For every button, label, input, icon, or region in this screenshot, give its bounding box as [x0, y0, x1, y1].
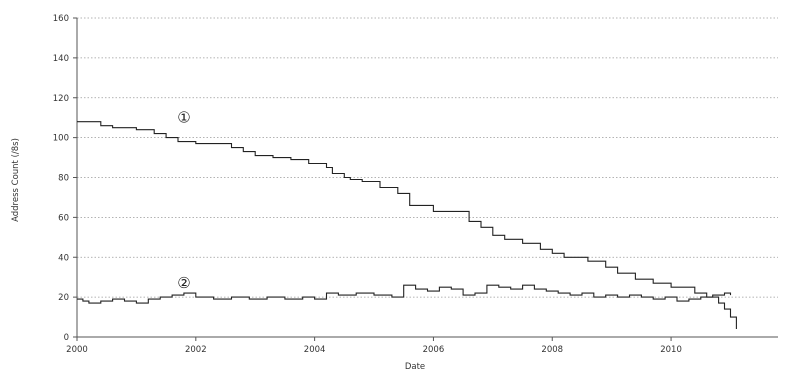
series-line-2 — [77, 284, 732, 304]
series-line-1 — [77, 121, 737, 329]
y-tick-label: 120 — [53, 94, 69, 104]
x-tick-label: 2004 — [304, 345, 326, 355]
y-tick-label: 40 — [58, 253, 69, 263]
x-tick-label: 2008 — [541, 345, 563, 355]
x-tick-label: 2006 — [423, 345, 445, 355]
annotations: ①② — [177, 109, 190, 292]
y-tick-label: 20 — [58, 293, 69, 303]
y-tick-label: 80 — [58, 174, 69, 184]
annotation-label-1: ① — [177, 109, 190, 127]
series-lines — [77, 121, 737, 329]
x-tick-labels: 2000 2002 2004 2006 2008 2010 — [66, 345, 682, 355]
axes — [73, 17, 778, 341]
y-axis-label: Address Count (/8s) — [11, 138, 21, 222]
x-tick-label: 2002 — [185, 345, 207, 355]
y-tick-labels: 0 20 40 60 80 100 120 140 160 — [53, 14, 69, 343]
annotation-label-2: ② — [177, 274, 190, 292]
y-tick-label: 60 — [58, 213, 69, 223]
y-tick-label: 0 — [64, 333, 69, 343]
x-tick-label: 2010 — [660, 345, 682, 355]
y-tick-label: 140 — [53, 54, 69, 64]
x-tick-label: 2000 — [66, 345, 88, 355]
gridlines — [77, 17, 778, 298]
y-tick-label: 160 — [53, 14, 69, 24]
y-tick-label: 100 — [53, 134, 69, 144]
x-axis-label: Date — [405, 362, 425, 372]
